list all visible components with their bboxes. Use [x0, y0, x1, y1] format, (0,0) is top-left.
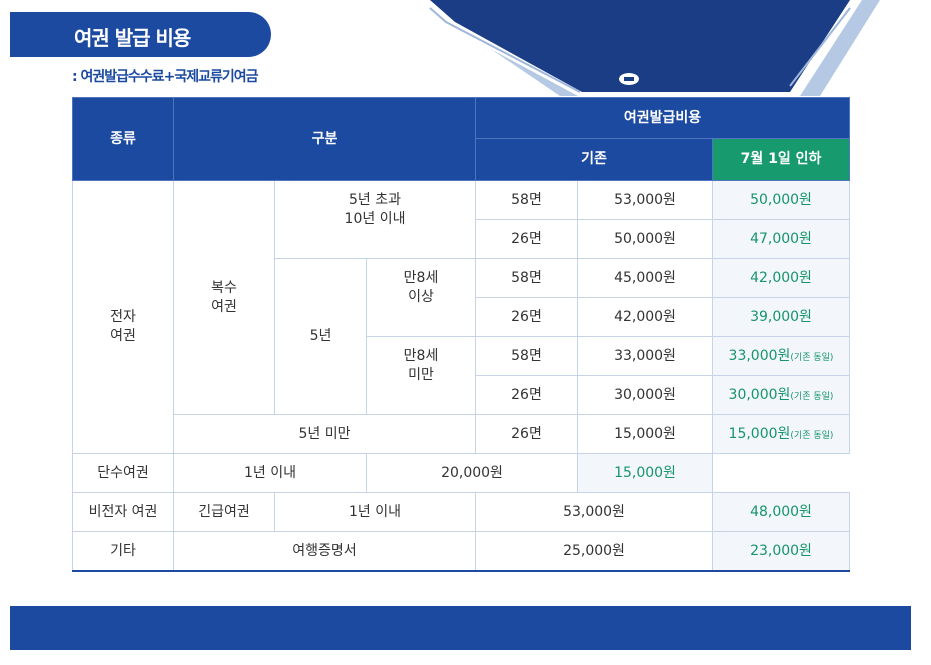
cell-old-price: 53,000원 [475, 492, 713, 533]
new-price-value: 30,000원 [728, 386, 791, 403]
cell-within1b: 1년 이내 [274, 492, 476, 533]
cell-travelcert: 여행증명서 [173, 531, 476, 573]
cell-old-price: 53,000원 [577, 180, 713, 221]
cell-nonelectronic: 비전자 여권 [72, 492, 174, 533]
same-note: (기존 동일) [790, 391, 834, 402]
cell-etc: 기타 [72, 531, 174, 573]
cell-pages: 26면 [475, 297, 578, 338]
cell-old-price: 50,000원 [577, 219, 713, 260]
cell-pages: 58면 [475, 258, 578, 299]
cell-new-price: 42,000원 [712, 258, 850, 299]
page-subtitle: : 여권발급수수료+국제교류기여금 [72, 69, 259, 85]
cell-new-price: 23,000원 [712, 531, 850, 573]
cell-new-price: 50,000원 [712, 180, 850, 221]
cell-old-price: 20,000원 [366, 453, 578, 494]
page-title: 여권 발급 비용 [74, 26, 191, 50]
header-cost: 여권발급비용 [475, 96, 850, 140]
cell-new-price: 15,000원 [577, 453, 713, 494]
cell-old-price: 25,000원 [475, 531, 713, 573]
new-price-value: 33,000원 [728, 347, 791, 364]
cell-pages: 58면 [475, 180, 578, 221]
cell-old-price: 30,000원 [577, 375, 713, 416]
passport-illustration [420, 0, 880, 96]
cell-old-price: 42,000원 [577, 297, 713, 338]
bottom-banner [10, 606, 911, 650]
cell-new-price: 33,000원(기존 동일) [712, 336, 850, 377]
cell-old-price: 15,000원 [577, 414, 713, 455]
cell-pages: 58면 [475, 336, 578, 377]
cell-multi: 복수 여권 [173, 180, 275, 416]
cell-new-price: 39,000원 [712, 297, 850, 338]
cell-age8up: 만8세 이상 [366, 258, 476, 338]
cell-urgent: 긴급여권 [173, 492, 275, 533]
cell-new-price: 48,000원 [712, 492, 850, 533]
cell-electronic: 전자 여권 [72, 180, 174, 455]
cell-over5: 5년 초과 10년 이내 [274, 180, 476, 260]
cell-single: 단수여권 [72, 453, 174, 494]
fee-table: 종류 구분 여권발급비용 기존 7월 1일 인하 전자 여권 복수 여권 5년 … [72, 96, 850, 573]
cell-age8down: 만8세 미만 [366, 336, 476, 416]
cell-old-price: 45,000원 [577, 258, 713, 299]
new-price-value: 15,000원 [728, 425, 791, 442]
same-note: (기존 동일) [790, 430, 834, 441]
header-current: 기존 [475, 138, 713, 182]
cell-new-price: 47,000원 [712, 219, 850, 260]
cell-pages: 26면 [475, 375, 578, 416]
header-new: 7월 1일 인하 [712, 138, 850, 182]
same-note: (기존 동일) [790, 352, 834, 363]
cell-new-price: 30,000원(기존 동일) [712, 375, 850, 416]
cell-old-price: 33,000원 [577, 336, 713, 377]
header-category: 구분 [173, 96, 476, 182]
cell-new-price: 15,000원(기존 동일) [712, 414, 850, 455]
header-type: 종류 [72, 96, 174, 182]
passport-emblem-icon [619, 73, 639, 85]
title-banner [10, 12, 271, 57]
cell-pages: 26면 [475, 219, 578, 260]
cell-pages: 26면 [475, 414, 578, 455]
cell-five-years: 5년 [274, 258, 367, 416]
cell-within1: 1년 이내 [173, 453, 367, 494]
cell-under5: 5년 미만 [173, 414, 476, 455]
